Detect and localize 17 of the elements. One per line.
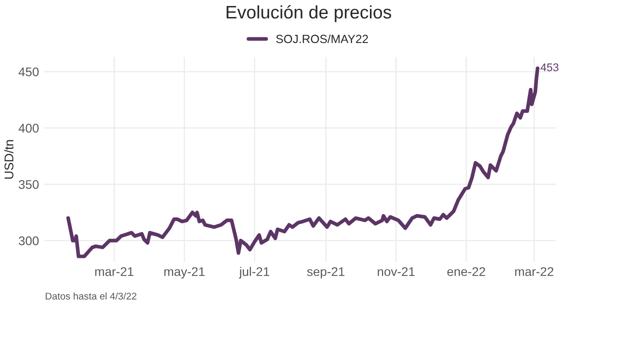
x-tick-label: may-21 [164, 267, 205, 279]
x-tick-label: nov-21 [378, 267, 415, 276]
y-tick-label: 350 [18, 180, 39, 189]
legend-label: SOJ.ROS/MAY22 [276, 34, 368, 44]
x-tick-label: mar-22 [515, 267, 554, 276]
y-tick-label: 300 [18, 236, 39, 246]
x-tick-label: sep-21 [307, 267, 344, 279]
y-tick-label: 400 [18, 124, 39, 133]
y-axis-title: USD/tn [4, 140, 14, 179]
text: Datos hasta el 4/3/22 [46, 292, 136, 300]
x-tick-label: jul-21 [238, 266, 270, 279]
line-series [66, 66, 540, 258]
chart-title: Evolución de precios [226, 5, 392, 22]
x-tick-label: ene-22 [447, 267, 486, 276]
annotation: 453 [540, 63, 558, 72]
y-tick-label: 450 [18, 67, 39, 76]
x-tick-label: mar-21 [95, 267, 134, 276]
